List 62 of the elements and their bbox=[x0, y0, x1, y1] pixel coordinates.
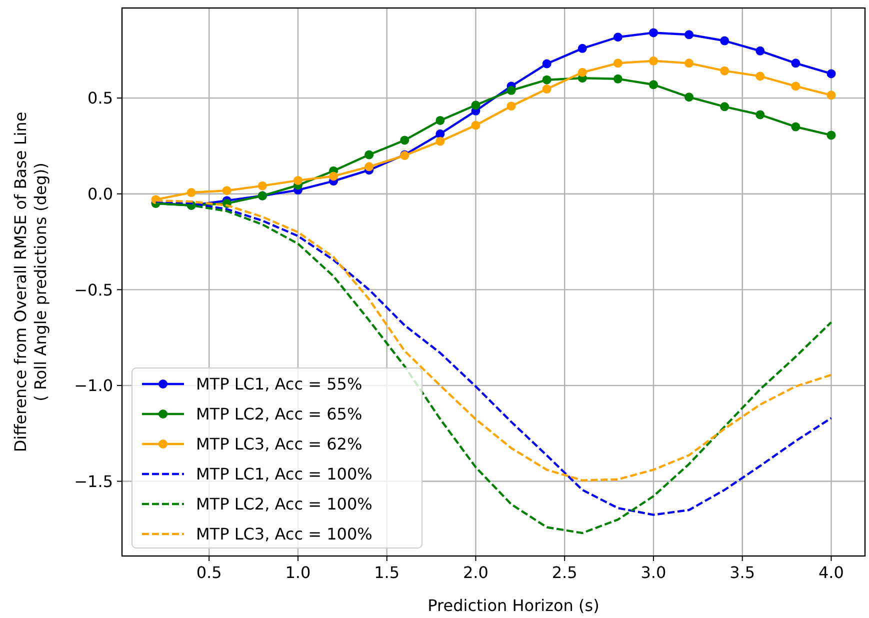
point bbox=[329, 172, 338, 181]
point bbox=[684, 30, 694, 40]
x-tick-label: 1.5 bbox=[374, 563, 400, 582]
x-tick-label: 2.0 bbox=[463, 563, 488, 582]
y-tick-label: −0.5 bbox=[74, 280, 113, 300]
legend-label: MTP LC3, Acc = 100% bbox=[196, 524, 372, 544]
point bbox=[826, 130, 836, 140]
point bbox=[400, 136, 410, 145]
point bbox=[613, 58, 622, 68]
x-tick-label: 3.5 bbox=[730, 563, 756, 582]
point bbox=[720, 102, 730, 112]
point bbox=[756, 110, 765, 120]
point bbox=[542, 59, 552, 68]
point bbox=[613, 74, 622, 84]
point bbox=[506, 86, 516, 95]
point bbox=[222, 186, 232, 196]
point bbox=[756, 46, 765, 56]
legend-label: MTP LC1, Acc = 55% bbox=[196, 374, 362, 394]
point bbox=[578, 68, 587, 77]
y-tick-label: 0.5 bbox=[88, 88, 113, 108]
point bbox=[258, 181, 267, 190]
point bbox=[186, 188, 196, 198]
y-axis-title: Difference from Overall RMSE of Base Line ( Roll Angle predictions (deg)) bbox=[11, 112, 50, 452]
point bbox=[542, 84, 552, 94]
point bbox=[791, 58, 800, 68]
point bbox=[471, 100, 480, 110]
point bbox=[648, 28, 658, 38]
legend-label: MTP LC1, Acc = 100% bbox=[196, 464, 372, 484]
x-tick-label: 2.5 bbox=[552, 563, 578, 582]
y-tick-label: −1.5 bbox=[74, 472, 113, 491]
point bbox=[826, 90, 836, 100]
point bbox=[684, 92, 694, 102]
point bbox=[436, 129, 445, 138]
legend-label: MTP LC2, Acc = 65% bbox=[196, 404, 362, 424]
point bbox=[613, 32, 622, 42]
point bbox=[720, 66, 730, 76]
point bbox=[791, 82, 800, 91]
x-tick-label: 4.0 bbox=[818, 563, 844, 582]
point bbox=[720, 36, 730, 46]
y-tick-label: 0.0 bbox=[88, 184, 113, 204]
point bbox=[293, 176, 302, 185]
x-tick-label: 3.0 bbox=[640, 563, 666, 582]
legend-label: MTP LC3, Acc = 62% bbox=[196, 434, 362, 454]
point bbox=[364, 162, 374, 172]
point bbox=[506, 102, 516, 111]
x-axis-title: Prediction Horizon (s) bbox=[428, 596, 600, 615]
point bbox=[684, 58, 694, 68]
x-tick-label: 1.0 bbox=[285, 563, 311, 582]
point bbox=[826, 69, 836, 78]
y-tick-label: −1.0 bbox=[74, 376, 113, 396]
point bbox=[364, 150, 374, 160]
point bbox=[542, 75, 552, 84]
point bbox=[471, 120, 480, 130]
point bbox=[436, 116, 445, 125]
x-tick-label: 0.5 bbox=[196, 563, 222, 582]
point bbox=[578, 44, 587, 53]
legend-label: MTP LC2, Acc = 100% bbox=[196, 494, 372, 514]
point bbox=[756, 72, 765, 81]
point bbox=[648, 80, 658, 90]
point bbox=[436, 136, 445, 146]
point bbox=[648, 56, 658, 66]
point bbox=[791, 122, 800, 132]
